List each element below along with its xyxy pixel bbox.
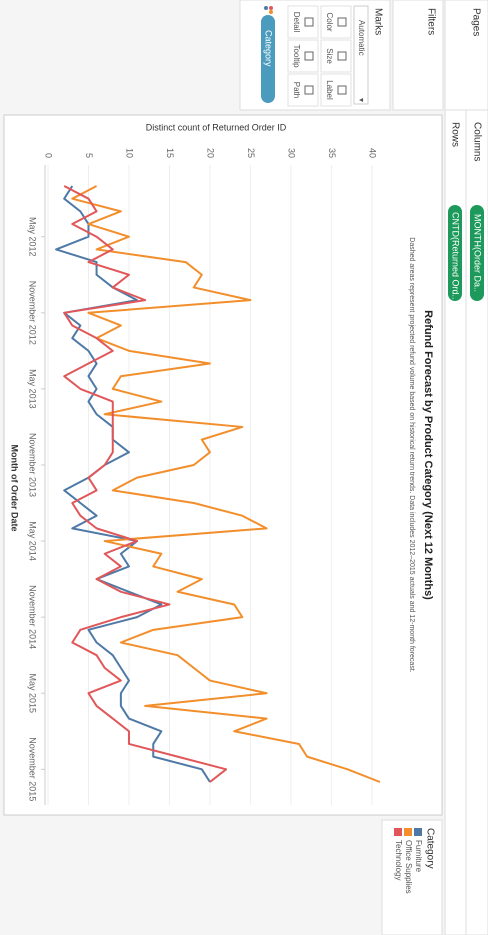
color-icon xyxy=(264,6,268,10)
button-icon xyxy=(304,17,314,27)
marks-button-label: Tooltip xyxy=(292,44,301,68)
marks-button[interactable] xyxy=(287,39,319,73)
marks-button-label: Color xyxy=(325,12,334,31)
y-tick-label: 15 xyxy=(165,148,175,158)
button-icon xyxy=(304,51,314,61)
color-icon xyxy=(269,6,273,10)
dropdown-arrow: ▾ xyxy=(357,98,366,102)
rows-pill[interactable] xyxy=(448,205,462,301)
x-tick-label: May 2013 xyxy=(28,369,38,409)
marks-title: Marks xyxy=(372,8,383,35)
pages-card xyxy=(444,0,488,111)
x-tick-label: May 2012 xyxy=(28,217,38,257)
rows-shelf xyxy=(444,109,467,935)
legend-swatch xyxy=(404,828,412,836)
x-tick-label: November 2014 xyxy=(28,585,38,649)
pages-title: Pages xyxy=(470,8,481,36)
legend-swatch xyxy=(394,828,402,836)
legend-label: Office Supplies xyxy=(404,840,413,894)
y-tick-label: 0 xyxy=(44,153,54,158)
y-tick-label: 40 xyxy=(367,148,377,158)
marks-button-label: Detail xyxy=(292,12,301,33)
legend xyxy=(381,819,443,935)
chart-title: Refund Forecast by Product Category (Nex… xyxy=(422,310,434,600)
marks-button[interactable] xyxy=(287,73,319,107)
y-axis-title: Distinct count of Returned Order ID xyxy=(146,122,287,132)
rows-pill-label: CNTD(Returned Ord.. xyxy=(451,212,461,300)
x-tick-label: November 2013 xyxy=(28,433,38,497)
legend-swatch xyxy=(414,828,422,836)
legend-title: Category xyxy=(424,828,435,869)
columns-pill[interactable] xyxy=(470,205,484,301)
columns-pill-label: MONTH(Order Da.. xyxy=(473,214,483,292)
category-pill[interactable] xyxy=(261,15,275,103)
marks-button[interactable] xyxy=(320,39,352,73)
y-tick-label: 30 xyxy=(287,148,297,158)
y-tick-label: 35 xyxy=(327,148,337,158)
x-axis-title: Month of Order Date xyxy=(10,445,20,532)
button-icon xyxy=(337,17,347,27)
y-tick-label: 10 xyxy=(125,148,135,158)
series-line xyxy=(71,185,381,783)
x-tick-label: May 2015 xyxy=(28,673,38,713)
rows-label: Rows xyxy=(449,122,460,147)
legend-label: Furniture xyxy=(414,840,423,873)
color-icon xyxy=(269,10,273,14)
x-tick-label: November 2012 xyxy=(28,281,38,345)
category-pill-label: Category xyxy=(264,30,274,67)
marks-button-label: Label xyxy=(325,80,334,100)
button-icon xyxy=(337,51,347,61)
y-tick-label: 20 xyxy=(206,148,216,158)
series-line xyxy=(63,185,228,783)
button-icon xyxy=(304,85,314,95)
chart-view xyxy=(3,114,443,816)
marks-button[interactable] xyxy=(287,5,319,39)
legend-label: Technology xyxy=(394,840,403,880)
marks-button[interactable] xyxy=(320,5,352,39)
chart-subtitle: Dashed areas represent projected refund … xyxy=(408,237,415,672)
marks-button-label: Path xyxy=(292,82,301,98)
y-tick-label: 25 xyxy=(246,148,256,158)
filters-title: Filters xyxy=(425,8,436,35)
filters-card xyxy=(392,0,444,111)
mark-type: Automatic xyxy=(357,20,366,56)
series-line xyxy=(55,185,211,783)
mark-type-dropdown[interactable] xyxy=(353,5,369,105)
x-tick-label: November 2015 xyxy=(28,737,38,801)
y-tick-label: 5 xyxy=(84,153,94,158)
marks-button[interactable] xyxy=(320,73,352,107)
columns-label: Columns xyxy=(471,122,482,161)
marks-button-label: Size xyxy=(325,48,334,64)
button-icon xyxy=(337,85,347,95)
x-tick-label: May 2014 xyxy=(28,521,38,561)
